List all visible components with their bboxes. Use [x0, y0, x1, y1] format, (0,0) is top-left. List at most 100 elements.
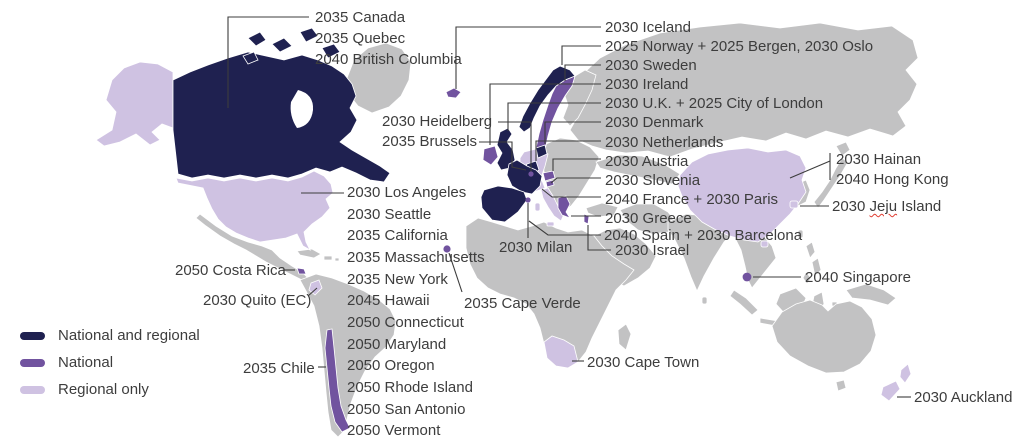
region-caribbean	[296, 248, 322, 259]
region-jeju	[789, 200, 799, 209]
region-canada	[172, 51, 391, 183]
label-chile: 2035 Chile	[243, 360, 315, 377]
label-oregon: 2050 Oregon	[347, 357, 435, 375]
leader-heidelberg	[498, 121, 532, 172]
region-south-africa-west	[543, 335, 579, 369]
label-costa-rica: 2050 Costa Rica	[175, 262, 286, 279]
label-quito: 2030 Quito (EC)	[203, 292, 312, 309]
leader-slovenia	[550, 177, 601, 184]
region-italy	[540, 187, 565, 222]
label-austria: 2030 Austria	[605, 152, 689, 170]
map-dots	[443, 171, 752, 282]
leader-netherlands	[535, 140, 601, 161]
label-maryland: 2050 Maryland	[347, 335, 447, 353]
china-label-group: 2030 Hainan 2040 Hong Kong	[836, 150, 949, 190]
region-madagascar	[617, 323, 632, 351]
region-sweden	[535, 75, 576, 157]
label-canada: 2035 Canada	[315, 9, 406, 26]
label-france: 2040 France + 2030 Paris	[605, 190, 779, 208]
leader-lines	[227, 16, 911, 398]
label-auckland: 2030 Auckland	[914, 389, 1013, 406]
leader-hainan-hongkong	[789, 153, 831, 180]
heidelberg-label-group: 2030 Heidelberg 2035 Brussels	[382, 112, 492, 153]
legend-label-national: National	[58, 354, 114, 371]
region-tasmania	[835, 379, 847, 392]
label-massachusetts: 2035 Massachusetts	[347, 248, 485, 266]
region-africa	[465, 217, 635, 369]
region-sumatra	[729, 289, 759, 316]
legend-swatch-national-and-regional	[20, 331, 45, 340]
legend-row-regional-only: Regional only	[20, 376, 200, 403]
legend-row-national-and-regional: National and regional	[20, 322, 200, 349]
milan-dot	[525, 197, 531, 203]
regions-national-and-regional	[172, 27, 576, 223]
region-hainan	[760, 240, 769, 248]
region-ecuador	[308, 279, 323, 296]
label-hawaii: 2045 Hawaii	[347, 292, 430, 310]
label-greece: 2030 Greece	[605, 209, 692, 227]
cape-verde-dot	[443, 245, 451, 253]
leader-israel	[587, 225, 611, 251]
legend-swatch-regional-only	[20, 385, 45, 394]
leader-spain	[528, 220, 601, 236]
region-hokkaido	[835, 141, 851, 157]
region-denmark	[535, 144, 548, 159]
region-chile	[324, 328, 351, 433]
label-hong-kong: 2040 Hong Kong	[836, 171, 949, 189]
label-sweden: 2030 Sweden	[605, 57, 697, 75]
label-denmark: 2030 Denmark	[605, 114, 704, 132]
regions-other-land	[195, 22, 919, 438]
label-quebec: 2035 Quebec	[315, 29, 406, 47]
region-spain	[480, 185, 528, 223]
label-milan: 2030 Milan	[499, 239, 573, 256]
legend: National and regional National Regional …	[20, 322, 200, 403]
label-slovenia: 2030 Slovenia	[605, 171, 701, 189]
legend-label-national-and-regional: National and regional	[58, 327, 200, 344]
region-japan	[813, 157, 849, 209]
label-seattle: 2030 Seattle	[347, 205, 432, 223]
region-central-asia	[595, 154, 681, 185]
region-norway	[518, 65, 576, 133]
region-new-guinea	[845, 283, 897, 306]
leader-quito	[307, 287, 318, 297]
region-iceland	[445, 87, 462, 99]
label-uk: 2030 U.K. + 2025 City of London	[605, 95, 824, 113]
label-california: 2035 California	[347, 227, 448, 245]
label-los-angeles: 2030 Los Angeles	[347, 184, 467, 201]
region-alaska	[95, 61, 174, 147]
label-vermont: 2050 Vermont	[347, 422, 441, 440]
label-singapore: 2040 Singapore	[805, 269, 911, 286]
region-ireland	[482, 145, 499, 166]
region-new-zealand	[880, 363, 912, 402]
label-ireland: 2030 Ireland	[605, 76, 689, 94]
label-rhode-island: 2050 Rhode Island	[347, 378, 473, 396]
leader-france	[541, 188, 601, 198]
region-usa	[175, 170, 334, 252]
leader-ireland	[489, 83, 601, 145]
label-connecticut: 2050 Connecticut	[347, 313, 464, 331]
canada-label-group: 2035 Canada 2035 Quebec 2040 British Col…	[315, 8, 462, 70]
label-cape-town: 2030 Cape Town	[587, 354, 700, 371]
legend-label-regional-only: Regional only	[58, 381, 149, 398]
singapore-dot	[742, 272, 752, 282]
europe-label-group: 2030 Iceland 2025 Norway + 2025 Bergen, …	[605, 18, 873, 228]
leader-denmark	[544, 121, 601, 144]
jeju-misspelled-word: Jeju	[869, 198, 898, 215]
label-brussels: 2035 Brussels	[382, 133, 478, 151]
legend-row-national: National	[20, 349, 200, 376]
leader-canada	[227, 16, 309, 108]
leader-austria	[552, 158, 601, 171]
label-spain: 2040 Spain + 2030 Barcelona	[604, 227, 803, 244]
leader-sweden	[564, 64, 601, 81]
label-san-antonio: 2050 San Antonio	[347, 400, 466, 418]
region-south-america	[299, 273, 397, 438]
legend-swatch-national	[20, 358, 45, 367]
label-cape-verde: 2035 Cape Verde	[464, 295, 581, 312]
hudson-bay	[290, 90, 314, 128]
label-iceland: 2030 Iceland	[605, 19, 691, 36]
us-cities-label-group: 2030 Los Angeles 2030 Seattle 2035 Calif…	[347, 182, 485, 442]
label-new-york: 2035 New York	[347, 270, 448, 288]
label-heidelberg: 2030 Heidelberg	[382, 113, 493, 130]
region-france	[506, 159, 543, 195]
